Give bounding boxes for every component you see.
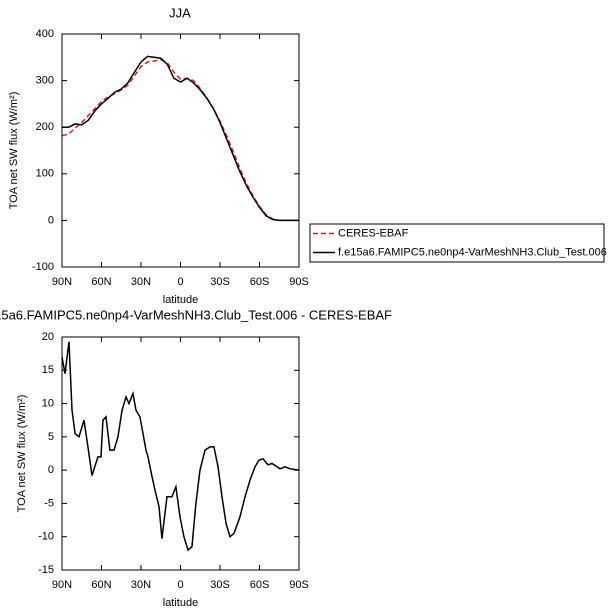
y-tick-label: 400 [36, 28, 54, 40]
x-tick-label: 0 [177, 579, 183, 591]
y-tick-label: 200 [36, 121, 54, 133]
y-tick-label: 20 [42, 331, 54, 343]
x-tick-label: 0 [177, 276, 183, 288]
x-tick-label: 60S [250, 579, 270, 591]
y-tick-label: 0 [48, 214, 54, 226]
x-tick-label: 30S [210, 579, 230, 591]
legend-box [309, 223, 605, 263]
x-tick-label: 90N [52, 579, 72, 591]
y-axis-label: TOA net SW flux (W/m²) [16, 395, 28, 513]
data-line [62, 55, 299, 222]
x-tick-label: 60N [91, 276, 111, 288]
x-tick-label: 30S [210, 276, 230, 288]
y-tick-label: 300 [36, 75, 54, 87]
x-tick-label: 30N [131, 579, 151, 591]
plot-frame [61, 33, 300, 268]
x-axis-label: latitude [163, 597, 198, 609]
y-axis-label: TOA net SW flux (W/m²) [8, 92, 20, 210]
y-tick-label: 0 [48, 464, 54, 476]
data-line [61, 58, 299, 222]
data-line [61, 341, 300, 552]
y-tick-label: -100 [32, 261, 54, 273]
x-tick-label: 90N [52, 276, 72, 288]
x-tick-label: 90S [289, 579, 309, 591]
x-axis-label: latitude [163, 294, 198, 306]
chart-title: f.e15a6.FAMIPC5.ne0np4-VarMeshNH3.Club_T… [0, 307, 392, 322]
chart-title: JJA [169, 5, 191, 20]
y-tick-label: -10 [38, 531, 54, 543]
legend-label: CERES-EBAF [338, 227, 409, 239]
y-tick-label: 5 [48, 431, 54, 443]
y-tick-label: 10 [42, 397, 54, 409]
plot-frame [61, 336, 300, 571]
y-tick-label: 100 [36, 168, 54, 180]
x-tick-label: 60N [91, 579, 111, 591]
y-tick-label: -5 [44, 497, 54, 509]
x-tick-label: 30N [131, 276, 151, 288]
y-tick-label: 15 [42, 364, 54, 376]
x-tick-label: 60S [250, 276, 270, 288]
y-tick-label: -15 [38, 564, 54, 576]
legend-label: f.e15a6.FAMIPC5.ne0np4-VarMeshNH3.Club_T… [338, 246, 607, 258]
x-tick-label: 90S [289, 276, 309, 288]
